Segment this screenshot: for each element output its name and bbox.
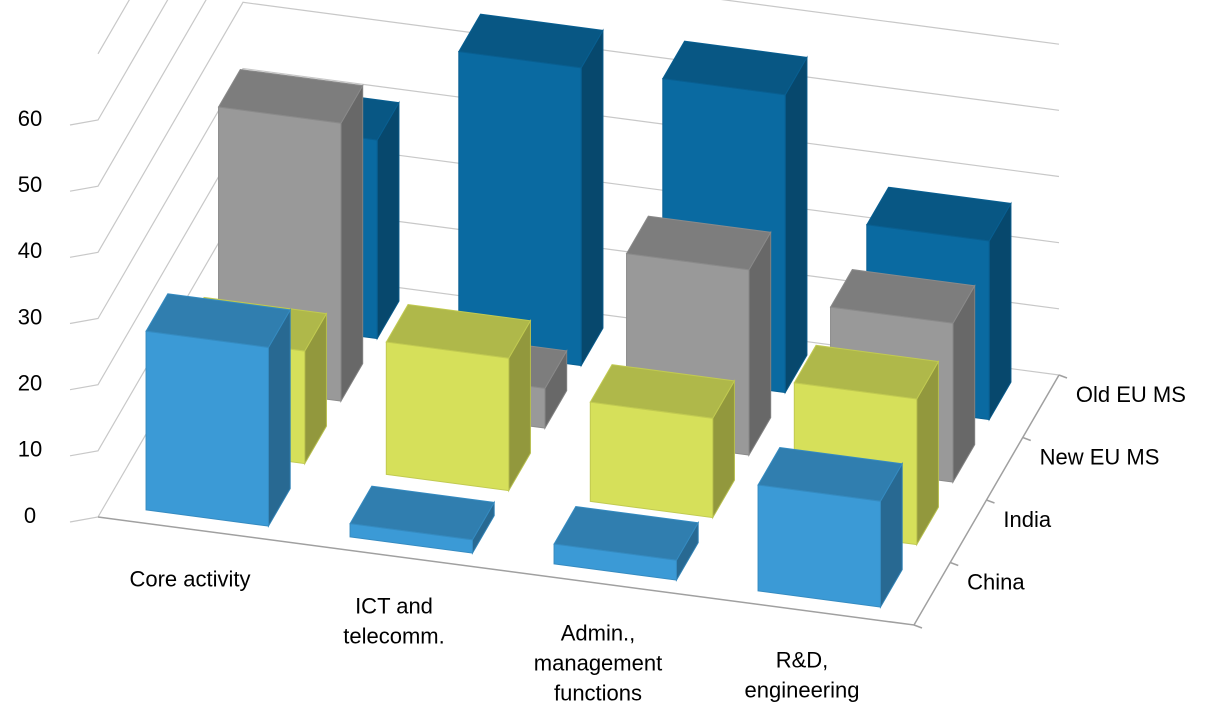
bar-3d xyxy=(757,446,904,609)
depth-tick xyxy=(1058,374,1068,379)
series-label: China xyxy=(967,570,1025,595)
bar xyxy=(385,341,510,492)
bar-3d xyxy=(457,13,604,368)
bar-3d xyxy=(349,485,496,555)
bar-side xyxy=(580,28,604,368)
y-tick-label: 60 xyxy=(18,106,42,131)
x-tick-label: Core activity xyxy=(129,566,250,591)
x-tick-label: ICT and xyxy=(355,593,433,618)
bar xyxy=(757,484,881,608)
y-tick-label: 20 xyxy=(18,370,42,395)
y-tick-label: 30 xyxy=(18,304,42,329)
x-tick-label: management xyxy=(534,650,662,675)
depth-tick xyxy=(1022,436,1032,442)
series-label: Old EU MS xyxy=(1076,382,1186,407)
bar xyxy=(553,543,677,581)
bar xyxy=(589,401,714,519)
bar-side xyxy=(784,55,808,395)
bar-side xyxy=(748,230,772,457)
grid-line xyxy=(69,134,1060,391)
depth-tick xyxy=(986,499,995,504)
grid-line xyxy=(69,1,1060,258)
depth-tick xyxy=(949,561,959,567)
grid-line xyxy=(69,0,1060,192)
series-label: New EU MS xyxy=(1040,445,1160,470)
y-tick-label: 50 xyxy=(18,172,42,197)
bar-3d xyxy=(553,506,700,582)
series-label: India xyxy=(1003,507,1051,532)
x-tick-label: telecomm. xyxy=(343,623,444,648)
y-tick-label: 40 xyxy=(18,238,42,263)
x-tick-label: functions xyxy=(554,680,642,705)
bar-side xyxy=(340,83,364,403)
bar-3d xyxy=(589,364,736,520)
grid-line xyxy=(69,0,169,126)
depth-tick xyxy=(913,624,923,629)
y-tick-label: 10 xyxy=(18,437,42,462)
bar xyxy=(145,330,269,527)
x-tick-label: engineering xyxy=(745,677,860,702)
grid-line xyxy=(69,67,1060,325)
x-tick-label: Admin., xyxy=(561,620,636,645)
x-tick-label: R&D, xyxy=(776,647,829,672)
bar-3d xyxy=(145,293,292,528)
bar xyxy=(349,523,473,554)
y-tick-label: 0 xyxy=(24,503,36,528)
bar-side xyxy=(376,100,400,341)
bar-3d xyxy=(385,304,532,493)
